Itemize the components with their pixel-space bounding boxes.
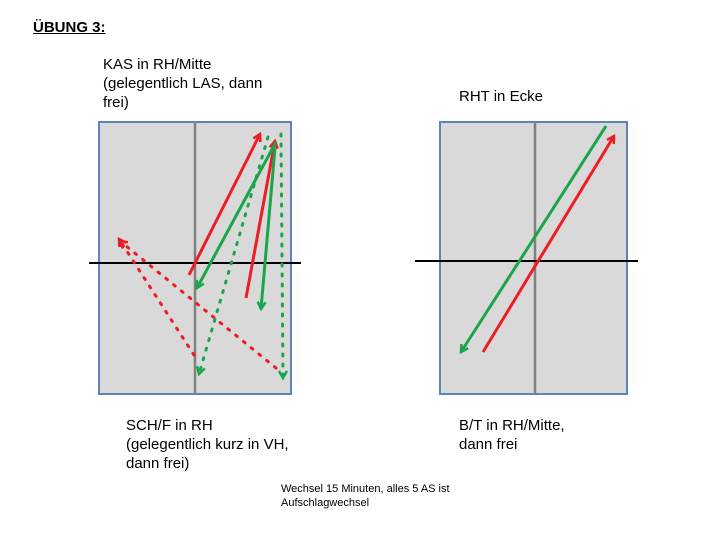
red-dotted-arrow [117,239,196,357]
right-top-label: RHT in Ecke [459,88,543,105]
green-arrow [261,147,277,309]
footnote: Wechsel 15 Minuten, alles 5 AS ist Aufsc… [281,483,450,509]
green-arrow [197,141,278,288]
right-bottom-label: B/T in RH/Mitte, dann frei [459,417,565,453]
green-dotted-arrow [281,132,283,378]
left-court [89,121,301,395]
page-title: ÜBUNG 3: [33,19,106,36]
green-dotted-arrow [199,135,270,374]
right-court [415,121,638,395]
green-arrow [461,125,608,352]
left-bottom-label: SCH/F in RH (gelegentlich kurz in VH, da… [126,417,289,472]
red-arrow [481,136,614,353]
red-arrow [244,141,275,299]
red-arrow [187,134,260,276]
left-top-label: KAS in RH/Mitte (gelegentlich LAS, dann … [103,56,263,111]
red-dotted-arrow [120,241,278,370]
